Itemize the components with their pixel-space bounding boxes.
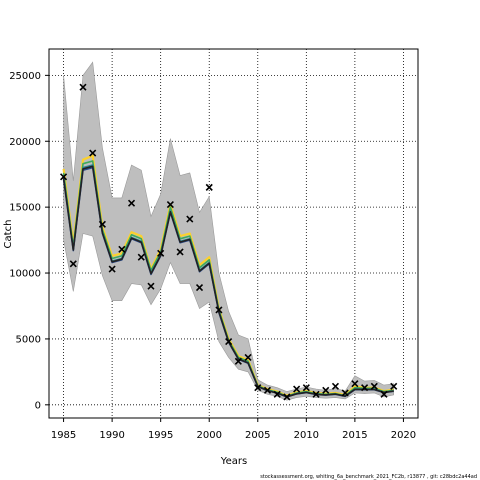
observed-point — [176, 248, 184, 256]
observed-point — [390, 382, 398, 390]
y-tick-label: 25000 — [9, 71, 41, 82]
observed-point — [312, 390, 320, 398]
observed-point — [351, 380, 359, 388]
x-tick-label: 1990 — [99, 430, 124, 441]
observed-point — [60, 173, 68, 181]
observed-point — [69, 260, 77, 268]
plot-frame — [48, 48, 419, 419]
observed-point — [380, 390, 388, 398]
observed-point — [254, 384, 262, 392]
observed-point — [341, 389, 349, 397]
x-axis: 1985 1990 1995 2000 2005 2010 2015 2020 — [51, 418, 416, 441]
x-tick-label: 2005 — [245, 430, 270, 441]
observed-point — [79, 83, 87, 91]
observed-point — [225, 337, 233, 346]
observed-point — [215, 306, 223, 314]
observed-point — [127, 199, 136, 207]
observed-point — [89, 149, 97, 157]
observed-point — [147, 282, 155, 290]
observed-point — [370, 382, 378, 390]
x-tick-label: 2010 — [294, 430, 319, 441]
footnote: stockassessment.org, whiting_6a_benchmar… — [260, 474, 477, 480]
observed-point — [195, 283, 204, 292]
x-axis-title: Years — [220, 456, 247, 467]
y-tick-label: 15000 — [9, 203, 41, 214]
x-tick-label: 2015 — [342, 430, 367, 441]
observed-point — [263, 386, 272, 394]
x-tick-label: 1985 — [51, 430, 76, 441]
y-tick-label: 20000 — [9, 137, 41, 148]
observed-point — [322, 386, 330, 394]
observed-point — [166, 200, 174, 209]
observed-point — [361, 384, 369, 392]
y-axis: 0 5000 10000 15000 20000 25000 — [9, 71, 49, 411]
observed-point — [205, 183, 213, 191]
confidence-band — [63, 61, 394, 401]
x-tick-label: 2000 — [196, 430, 221, 441]
observed-point — [293, 385, 301, 393]
observed-point — [283, 393, 291, 401]
observed-point — [137, 253, 145, 261]
observed-point — [234, 357, 242, 365]
observed-point — [244, 353, 252, 361]
observed-points — [60, 83, 398, 401]
observed-point — [157, 249, 165, 257]
observed-point — [186, 215, 194, 223]
observed-point — [331, 382, 340, 390]
observed-point — [98, 220, 106, 228]
y-tick-label: 10000 — [9, 269, 41, 280]
observed-point — [118, 245, 126, 253]
observed-point — [302, 384, 310, 392]
observed-point — [108, 265, 116, 273]
y-tick-label: 5000 — [16, 334, 41, 345]
x-tick-label: 2020 — [391, 430, 416, 441]
observed-point — [273, 390, 281, 398]
y-tick-label: 0 — [35, 400, 41, 411]
x-tick-label: 1995 — [148, 430, 173, 441]
y-axis-title: Catch — [3, 220, 14, 249]
